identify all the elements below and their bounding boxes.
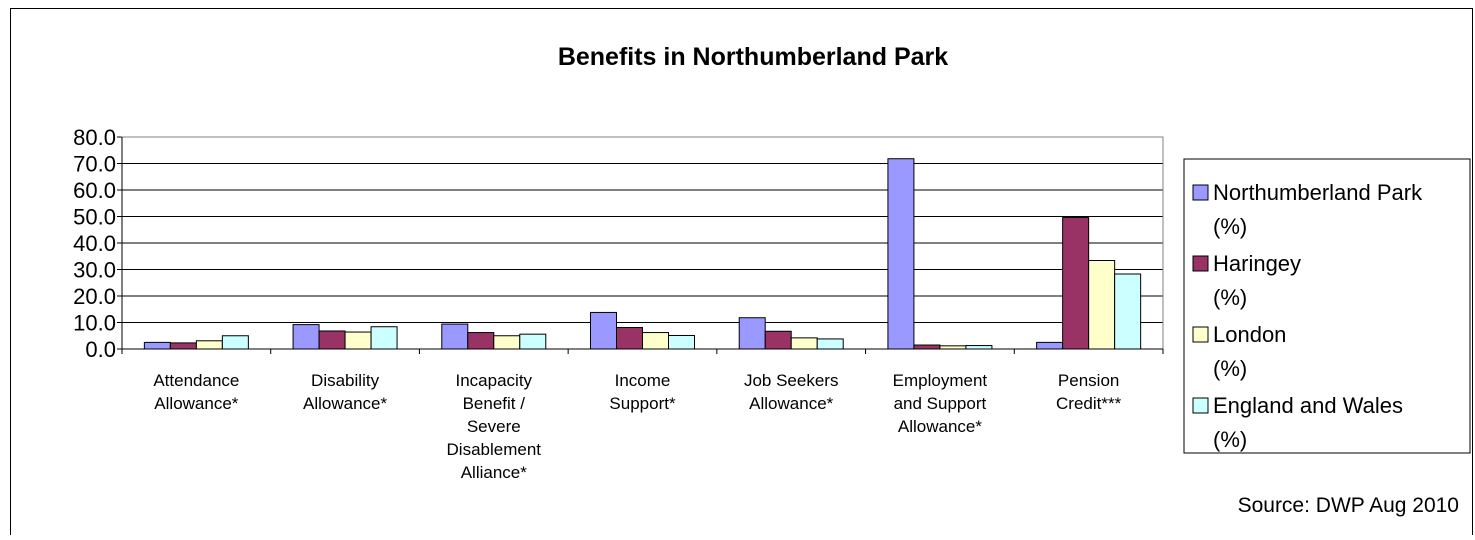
- legend-label: (%): [1213, 214, 1247, 239]
- gridlines: [122, 136, 1163, 323]
- bar: [738, 317, 766, 350]
- bar: [642, 332, 669, 350]
- bar: [195, 340, 223, 350]
- bar: [344, 331, 372, 350]
- legend-swatch: [1192, 326, 1209, 343]
- category-label: Allowance*: [154, 394, 238, 413]
- bar: [441, 323, 469, 350]
- chart-border: [10, 8, 1473, 535]
- category-label: Allowance*: [303, 394, 387, 413]
- y-tick-label: 50.0: [73, 205, 116, 230]
- y-tick-label: 60.0: [73, 178, 116, 203]
- bar: [467, 332, 495, 350]
- bar: [1036, 341, 1064, 350]
- bar: [292, 324, 320, 350]
- category-label: Income: [615, 371, 671, 390]
- bar: [913, 344, 941, 350]
- legend-label: London: [1213, 322, 1286, 347]
- category-label: Disability: [311, 371, 380, 390]
- bar: [221, 335, 249, 350]
- category-label: Incapacity: [456, 371, 533, 390]
- category-label: Job Seekers: [744, 371, 839, 390]
- legend-label: (%): [1213, 427, 1247, 452]
- bar: [519, 333, 547, 350]
- category-label: Allowance*: [749, 394, 833, 413]
- legend-label: Haringey: [1213, 251, 1301, 276]
- category-label: Employment: [893, 371, 988, 390]
- bar: [887, 158, 915, 350]
- bar: [1062, 217, 1090, 350]
- category-label: Allowance*: [898, 417, 982, 436]
- bar: [764, 330, 792, 350]
- bar: [965, 345, 993, 350]
- bar: [616, 327, 643, 350]
- category-label: and Support: [894, 394, 987, 413]
- category-label: Attendance: [153, 371, 239, 390]
- axes: [117, 136, 1164, 354]
- category-label: Benefit /: [463, 394, 526, 413]
- bar: [169, 342, 197, 350]
- bar: [590, 311, 617, 350]
- chart-title: Benefits in Northumberland Park: [558, 43, 948, 71]
- category-label: Alliance*: [461, 463, 528, 482]
- y-tick-label: 30.0: [73, 258, 116, 283]
- bar: [790, 337, 818, 350]
- y-tick-label: 0.0: [85, 337, 116, 362]
- y-tick-label: 20.0: [73, 284, 116, 309]
- source-note: Source: DWP Aug 2010: [1238, 494, 1459, 517]
- y-axis-ticks: 0.010.020.030.040.050.060.070.080.0: [73, 125, 116, 362]
- legend-label: England and Wales: [1213, 393, 1403, 418]
- bar: [493, 335, 521, 350]
- y-tick-label: 10.0: [73, 311, 116, 336]
- bar: [1114, 273, 1142, 350]
- category-label: Pension: [1058, 371, 1119, 390]
- legend-swatch: [1192, 255, 1209, 272]
- y-tick-label: 70.0: [73, 152, 116, 177]
- y-tick-label: 80.0: [73, 125, 116, 150]
- bars: [143, 158, 1142, 350]
- category-label: Credit***: [1056, 394, 1122, 413]
- y-tick-label: 40.0: [73, 231, 116, 256]
- legend-label: (%): [1213, 356, 1247, 381]
- category-label: Severe: [467, 417, 521, 436]
- bar: [1088, 259, 1116, 350]
- bar: [143, 341, 171, 350]
- bar: [668, 334, 695, 350]
- x-axis-categories: Attendance Allowance* Disability Allowance*…: [153, 371, 1121, 482]
- bar: [370, 326, 398, 350]
- legend-label: (%): [1213, 285, 1247, 310]
- legend-swatch: [1192, 184, 1209, 201]
- bar: [816, 338, 844, 350]
- legend: Northumberland Park (%) Haringey (%) London (…: [1183, 158, 1471, 454]
- category-label: Support*: [609, 394, 676, 413]
- category-label: Disablement: [447, 440, 542, 459]
- bar: [318, 330, 346, 350]
- legend-label: Northumberland Park: [1213, 180, 1423, 205]
- legend-swatch: [1192, 397, 1209, 414]
- legend-box: [1183, 158, 1471, 454]
